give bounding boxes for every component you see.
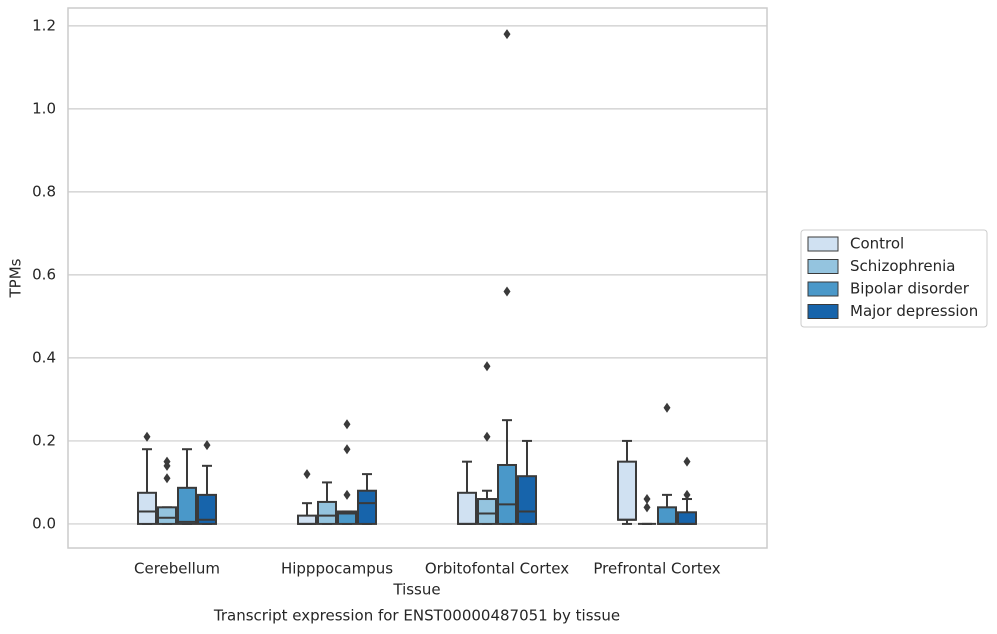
legend-frame	[800, 229, 988, 328]
y-axis-label: TPMs	[7, 258, 25, 298]
outlier	[163, 460, 171, 471]
box	[157, 506, 177, 525]
x-axis-label: Tissue	[392, 581, 440, 599]
outlier	[683, 456, 691, 467]
box	[197, 493, 217, 525]
box	[517, 475, 537, 525]
outlier	[483, 431, 491, 442]
outlier	[643, 494, 651, 505]
outlier	[643, 502, 651, 513]
box	[317, 500, 337, 525]
outlier	[663, 402, 671, 413]
outlier	[143, 431, 151, 442]
legend-label: Control	[850, 235, 904, 253]
legend-label: Schizophrenia	[850, 257, 955, 275]
y-tick-label: 0.6	[32, 265, 56, 283]
legend-swatch	[807, 281, 839, 297]
outlier	[343, 444, 351, 455]
y-tick-label: 0.0	[32, 514, 56, 532]
x-tick-label: Cerebellum	[134, 560, 220, 578]
legend-swatch	[807, 236, 839, 252]
box	[297, 514, 317, 525]
box	[677, 511, 697, 525]
outlier	[503, 29, 511, 40]
outlier	[303, 469, 311, 480]
box	[617, 460, 637, 521]
outlier	[203, 440, 211, 451]
legend-swatch	[807, 259, 839, 274]
outlier	[683, 489, 691, 500]
y-tick-label: 0.2	[32, 431, 56, 449]
box	[137, 491, 157, 525]
x-tick-label: Hipppocampus	[281, 560, 393, 578]
box	[357, 489, 377, 525]
y-tick-label: 0.4	[32, 348, 56, 366]
y-tick-label: 1.0	[32, 99, 56, 117]
plot-frame	[67, 7, 768, 549]
x-tick-label: Prefrontal Cortex	[593, 560, 720, 578]
outlier	[483, 361, 491, 372]
box	[657, 506, 677, 525]
outlier	[343, 489, 351, 500]
chart-title: Transcript expression for ENST0000048705…	[213, 607, 620, 625]
box	[177, 486, 197, 525]
legend-label: Bipolar disorder	[850, 280, 970, 298]
outlier	[343, 419, 351, 430]
legend-label: Major depression	[850, 302, 978, 320]
outlier	[163, 473, 171, 484]
legend: Control Schizophrenia Bipolar disorder Majo…	[800, 229, 988, 328]
x-tick-label: Orbitofontal Cortex	[425, 560, 569, 578]
box	[337, 510, 357, 525]
y-tick-label: 1.2	[32, 16, 56, 34]
outlier	[503, 286, 511, 297]
legend-swatch	[807, 304, 839, 319]
y-tick-label: 0.8	[32, 182, 56, 200]
box	[497, 463, 517, 525]
box	[477, 498, 497, 525]
box	[457, 491, 477, 525]
